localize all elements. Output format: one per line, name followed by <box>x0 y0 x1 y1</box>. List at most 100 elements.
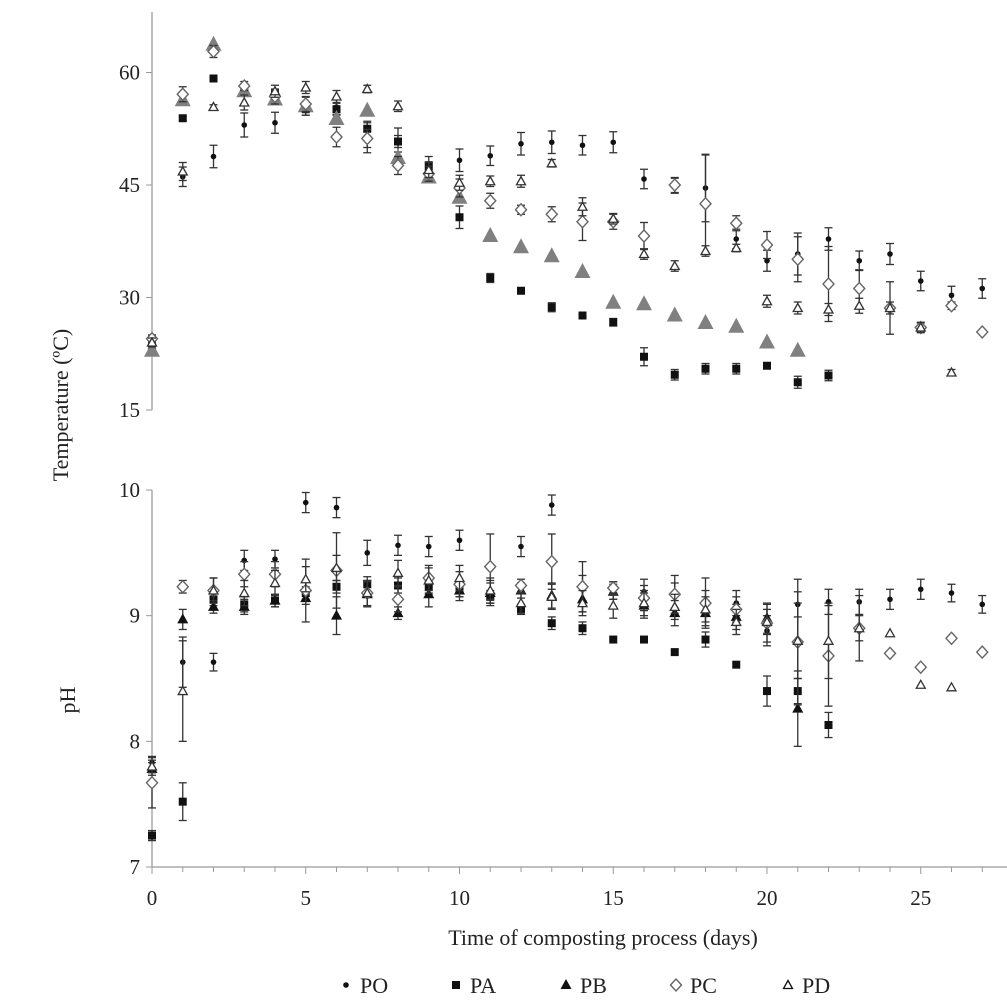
temperature-axis-label: Temperature (ºC) <box>48 329 73 482</box>
data-point-PC <box>360 131 374 146</box>
x-tick-label: 15 <box>603 886 624 910</box>
data-point-PC <box>391 592 405 607</box>
data-point-PO <box>272 119 278 126</box>
data-point-PD <box>515 597 527 608</box>
data-point-PD <box>792 302 804 313</box>
data-point-PO <box>641 176 647 182</box>
legend: PO PA PB PC PD <box>343 973 830 998</box>
data-point-PO <box>272 556 278 562</box>
data-point-PO <box>579 142 586 149</box>
data-point-PA <box>547 303 556 312</box>
data-point-PD <box>361 83 373 94</box>
data-point-PA <box>640 635 648 644</box>
data-point-PC <box>945 631 958 646</box>
data-point-PB <box>513 238 529 254</box>
data-point-PA <box>732 660 741 669</box>
data-point-PA <box>793 378 802 387</box>
data-point-PD <box>853 299 865 310</box>
y-tick-label: 9 <box>130 604 141 628</box>
data-point-PA <box>547 619 556 628</box>
x-tick-label: 20 <box>757 886 778 910</box>
data-point-PC <box>145 775 159 790</box>
data-point-PD <box>699 245 712 256</box>
data-point-PC <box>791 252 805 267</box>
data-point-PC <box>883 646 897 661</box>
data-point-PO <box>518 543 524 550</box>
legend-label: PB <box>580 973 607 998</box>
data-point-PC <box>514 202 528 217</box>
data-point-PC <box>945 298 958 313</box>
y-tick-label: 7 <box>130 855 141 879</box>
legend-item-PC: PC <box>669 973 717 998</box>
data-point-PA <box>609 635 618 644</box>
data-point-PA <box>763 361 771 370</box>
data-point-PD <box>792 634 804 645</box>
y-tick-label: 60 <box>119 61 140 85</box>
data-point-PD <box>238 96 250 107</box>
legend-marker <box>560 979 572 989</box>
y-tick-label: 15 <box>119 398 140 422</box>
data-point-PA <box>670 648 679 657</box>
data-point-PD <box>392 100 404 111</box>
data-point-PO <box>856 257 863 264</box>
data-point-PO <box>979 285 986 292</box>
data-point-PB <box>666 306 683 322</box>
data-point-PO <box>948 590 955 596</box>
data-point-PO <box>548 139 555 146</box>
data-point-PC <box>760 237 774 253</box>
data-point-PO <box>210 153 217 160</box>
data-point-PD <box>576 597 589 608</box>
data-point-PB <box>759 333 775 349</box>
temperature-panel: 15 30 45 60 <box>119 12 989 422</box>
data-point-PD <box>330 562 343 573</box>
data-point-PA <box>670 370 679 379</box>
data-point-PC <box>176 579 190 594</box>
data-point-PA <box>701 635 710 644</box>
data-point-PD <box>945 366 958 377</box>
data-point-PA <box>824 720 833 729</box>
data-point-PO <box>210 659 217 665</box>
data-point-PD <box>915 678 927 689</box>
legend-label: PD <box>802 973 830 998</box>
data-point-PD <box>853 622 865 633</box>
series-PC <box>145 532 989 809</box>
data-point-PO <box>518 140 524 147</box>
data-point-PD <box>822 634 835 645</box>
data-point-PD <box>730 616 742 627</box>
legend-label: PO <box>360 973 388 998</box>
data-point-PB <box>697 314 714 329</box>
data-point-PC <box>545 207 559 222</box>
data-point-PD <box>822 303 835 314</box>
data-point-PA <box>701 364 710 373</box>
data-point-PC <box>668 177 682 193</box>
data-point-PO <box>487 152 494 159</box>
data-point-PB <box>144 341 160 357</box>
data-point-PD <box>300 81 312 92</box>
data-point-PB <box>482 227 499 242</box>
data-point-PO <box>764 257 770 264</box>
legend-marker <box>343 982 349 988</box>
data-point-PA <box>455 213 464 222</box>
data-point-PB <box>208 600 219 611</box>
x-tick-label: 0 <box>147 886 158 910</box>
data-point-PD <box>238 587 250 598</box>
data-point-PD <box>330 90 343 101</box>
data-point-PA <box>178 797 187 806</box>
data-point-PB <box>574 263 591 278</box>
data-point-PC <box>637 228 651 244</box>
y-tick-label: 45 <box>119 173 140 197</box>
data-point-PA <box>363 124 372 133</box>
data-point-PC <box>729 216 743 231</box>
data-point-PD <box>546 590 558 601</box>
data-point-PC <box>975 645 989 660</box>
data-point-PD <box>484 175 496 186</box>
data-point-PC <box>237 78 251 94</box>
data-point-PD <box>638 248 650 259</box>
series-PD <box>146 80 958 377</box>
data-point-PO <box>733 236 740 242</box>
data-point-PD <box>177 685 189 696</box>
data-point-PC <box>545 554 559 569</box>
data-point-PD <box>945 681 958 692</box>
x-tick-label: 5 <box>301 886 312 910</box>
